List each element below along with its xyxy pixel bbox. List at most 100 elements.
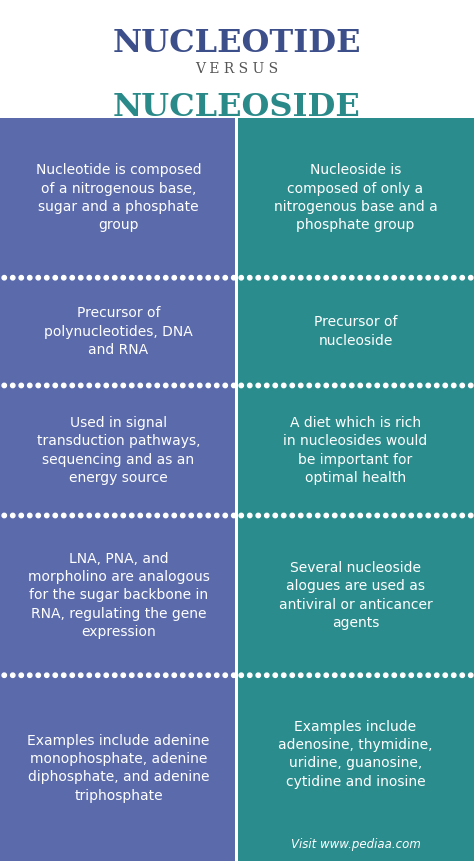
Circle shape — [307, 383, 311, 387]
Circle shape — [409, 276, 413, 280]
Circle shape — [164, 513, 168, 517]
Circle shape — [129, 383, 134, 387]
Circle shape — [155, 276, 159, 280]
Circle shape — [27, 383, 32, 387]
Circle shape — [392, 673, 396, 678]
Circle shape — [426, 276, 430, 280]
Circle shape — [264, 513, 269, 517]
Circle shape — [358, 276, 363, 280]
Text: Examples include adenine
monophosphate, adenine
diphosphate, and adenine
triphos: Examples include adenine monophosphate, … — [27, 734, 210, 802]
Circle shape — [460, 673, 465, 678]
Text: Precursor of
polynucleotides, DNA
and RNA: Precursor of polynucleotides, DNA and RN… — [44, 307, 193, 357]
Circle shape — [36, 673, 40, 678]
Circle shape — [383, 383, 388, 387]
Circle shape — [36, 276, 40, 280]
Text: A diet which is rich
in nucleosides would
be important for
optimal health: A diet which is rich in nucleosides woul… — [283, 416, 428, 485]
Circle shape — [426, 383, 430, 387]
Circle shape — [172, 513, 176, 517]
Circle shape — [290, 276, 294, 280]
Circle shape — [469, 513, 473, 517]
Circle shape — [383, 276, 388, 280]
Bar — [0, 386, 237, 516]
Circle shape — [443, 513, 447, 517]
Circle shape — [70, 276, 74, 280]
Circle shape — [112, 276, 117, 280]
Circle shape — [299, 513, 303, 517]
Circle shape — [418, 673, 422, 678]
Circle shape — [70, 673, 74, 678]
Circle shape — [53, 513, 57, 517]
Circle shape — [104, 383, 109, 387]
Circle shape — [172, 276, 176, 280]
Text: V E R S U S: V E R S U S — [195, 62, 279, 76]
Circle shape — [45, 383, 49, 387]
Circle shape — [189, 673, 193, 678]
Circle shape — [282, 673, 286, 678]
Bar — [0, 675, 237, 861]
Circle shape — [358, 673, 363, 678]
Circle shape — [333, 276, 337, 280]
Circle shape — [198, 383, 202, 387]
Circle shape — [349, 673, 354, 678]
Text: NUCLEOSIDE: NUCLEOSIDE — [113, 92, 361, 123]
Circle shape — [146, 383, 151, 387]
Circle shape — [316, 276, 320, 280]
Bar — [237, 118, 474, 278]
Circle shape — [87, 673, 91, 678]
Circle shape — [27, 276, 32, 280]
Circle shape — [401, 513, 405, 517]
Circle shape — [409, 673, 413, 678]
Circle shape — [121, 383, 126, 387]
Circle shape — [324, 673, 328, 678]
Circle shape — [290, 383, 294, 387]
Circle shape — [198, 276, 202, 280]
Circle shape — [19, 276, 23, 280]
Circle shape — [443, 383, 447, 387]
Circle shape — [19, 673, 23, 678]
Circle shape — [155, 383, 159, 387]
Circle shape — [418, 383, 422, 387]
Bar — [237, 675, 474, 861]
Bar — [236, 118, 238, 278]
Bar — [236, 386, 238, 516]
Circle shape — [469, 276, 473, 280]
Circle shape — [121, 513, 126, 517]
Circle shape — [256, 513, 260, 517]
Circle shape — [349, 383, 354, 387]
Circle shape — [45, 276, 49, 280]
Circle shape — [206, 383, 210, 387]
Circle shape — [366, 673, 371, 678]
Circle shape — [2, 673, 7, 678]
Text: Nucleotide is composed
of a nitrogenous base,
sugar and a phosphate
group: Nucleotide is composed of a nitrogenous … — [36, 164, 201, 232]
Circle shape — [181, 673, 185, 678]
Circle shape — [10, 673, 15, 678]
Circle shape — [155, 673, 159, 678]
Circle shape — [164, 673, 168, 678]
Text: Several nucleoside
alogues are used as
antiviral or anticancer
agents: Several nucleoside alogues are used as a… — [279, 561, 432, 630]
Circle shape — [366, 383, 371, 387]
Circle shape — [96, 673, 100, 678]
Circle shape — [10, 513, 15, 517]
Circle shape — [198, 673, 202, 678]
Circle shape — [452, 673, 456, 678]
Circle shape — [146, 513, 151, 517]
Circle shape — [189, 276, 193, 280]
Circle shape — [383, 513, 388, 517]
Circle shape — [87, 383, 91, 387]
Circle shape — [79, 513, 83, 517]
Circle shape — [104, 673, 109, 678]
Circle shape — [129, 673, 134, 678]
Circle shape — [299, 276, 303, 280]
Circle shape — [435, 276, 439, 280]
Circle shape — [215, 276, 219, 280]
Circle shape — [87, 276, 91, 280]
Circle shape — [273, 383, 277, 387]
Circle shape — [375, 513, 380, 517]
Circle shape — [164, 383, 168, 387]
Circle shape — [316, 673, 320, 678]
Circle shape — [2, 276, 7, 280]
Circle shape — [256, 276, 260, 280]
Circle shape — [70, 513, 74, 517]
Bar — [237, 516, 474, 675]
Circle shape — [223, 513, 228, 517]
